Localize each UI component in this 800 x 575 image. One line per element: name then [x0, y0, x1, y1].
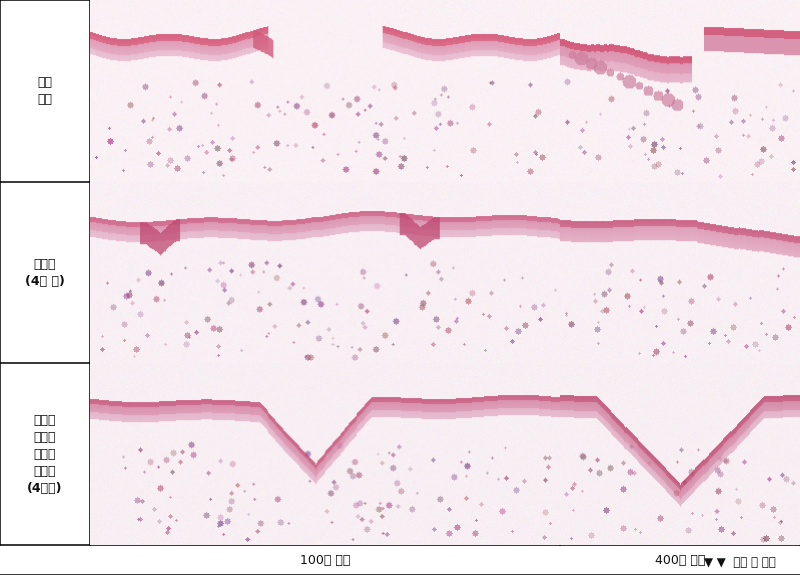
Text: 400배 확대: 400배 확대	[655, 554, 705, 566]
Text: 878.1μm: 878.1μm	[282, 13, 344, 26]
Text: 대조군
(4일 후): 대조군 (4일 후)	[25, 258, 65, 288]
Text: 100배 확대: 100배 확대	[300, 554, 350, 566]
Text: ▼ ▼  손상 끝 부위: ▼ ▼ 손상 끝 부위	[704, 557, 776, 569]
Text: 알지닌
글루타
메이트
처리군
(4일후): 알지닌 글루타 메이트 처리군 (4일후)	[27, 414, 62, 494]
Text: 손상
직후: 손상 직후	[38, 76, 52, 106]
